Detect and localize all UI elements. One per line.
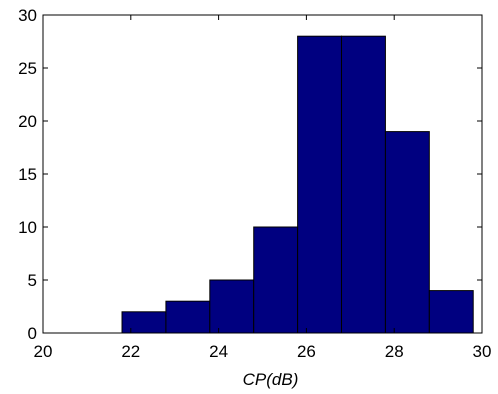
y-tick-label: 10	[18, 218, 37, 237]
x-tick-label: 30	[473, 342, 492, 361]
x-axis-label: CP(dB)	[243, 370, 299, 389]
y-tick-label: 0	[28, 324, 37, 343]
y-tick-label: 5	[28, 271, 37, 290]
y-tick-label: 30	[18, 6, 37, 25]
x-tick-label: 26	[297, 342, 316, 361]
y-tick-label: 15	[18, 165, 37, 184]
histogram-bar-7	[428, 290, 474, 334]
histogram-bar-5	[341, 35, 386, 334]
histogram-bar-4	[297, 35, 343, 334]
histogram-bar-3	[253, 226, 299, 334]
x-tick-label: 28	[385, 342, 404, 361]
y-tick-label: 25	[18, 59, 37, 78]
histogram-bar-1	[165, 300, 211, 334]
y-tick-label: 20	[18, 112, 37, 131]
histogram-bar-6	[384, 131, 430, 334]
bars-group	[121, 35, 474, 334]
x-tick-label: 24	[209, 342, 228, 361]
histogram-bar-0	[121, 311, 167, 334]
x-tick-label: 20	[34, 342, 53, 361]
histogram-bar-2	[209, 279, 255, 334]
ticks-group: 20 22 24 26 28 30 0 5 10 15 20 25 30	[18, 6, 491, 361]
x-tick-label: 22	[121, 342, 140, 361]
